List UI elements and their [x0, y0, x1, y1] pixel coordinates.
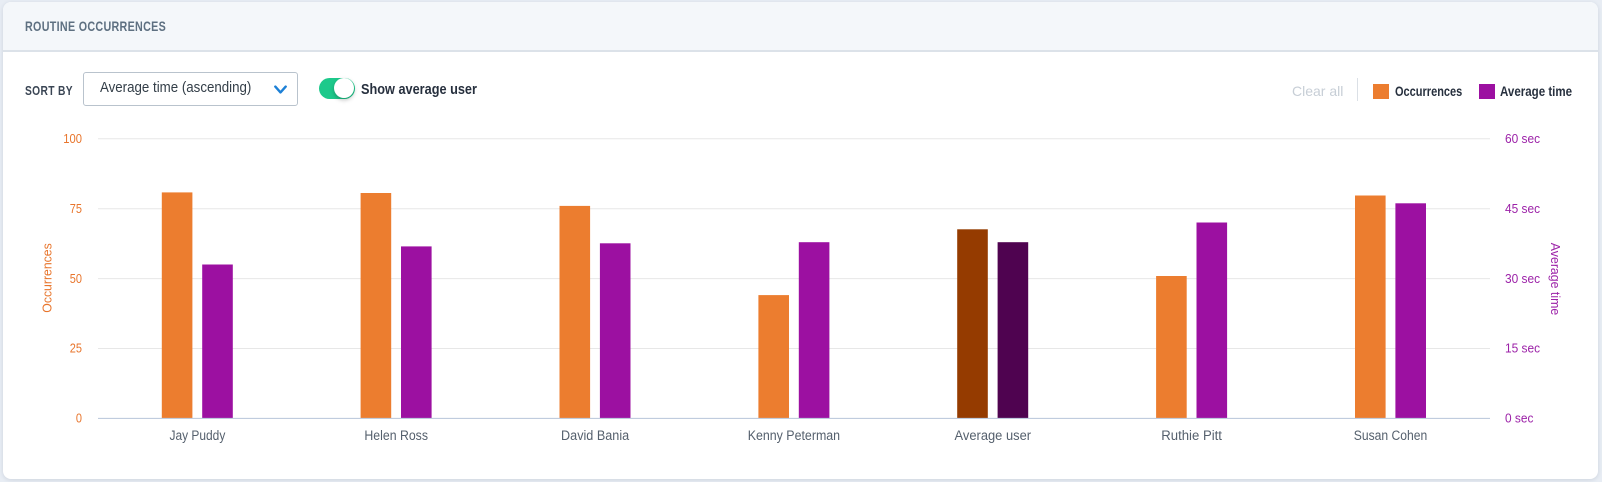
- svg-text:Jay Puddy: Jay Puddy: [170, 428, 226, 443]
- svg-text:Average time: Average time: [1548, 243, 1562, 315]
- svg-text:Ruthie Pitt: Ruthie Pitt: [1161, 428, 1222, 443]
- svg-text:Kenny Peterman: Kenny Peterman: [748, 428, 840, 443]
- svg-text:0 sec: 0 sec: [1505, 412, 1533, 426]
- svg-text:60 sec: 60 sec: [1505, 132, 1540, 146]
- svg-text:75: 75: [70, 202, 82, 216]
- svg-text:Susan Cohen: Susan Cohen: [1354, 428, 1428, 443]
- svg-text:50: 50: [70, 272, 82, 286]
- svg-text:Occurrences: Occurrences: [41, 243, 55, 312]
- svg-text:David Bania: David Bania: [561, 428, 630, 443]
- svg-text:25: 25: [70, 342, 82, 356]
- svg-text:30 sec: 30 sec: [1505, 272, 1540, 286]
- svg-text:0: 0: [76, 412, 82, 426]
- svg-text:15 sec: 15 sec: [1505, 342, 1540, 356]
- svg-text:45 sec: 45 sec: [1505, 202, 1540, 216]
- svg-text:Average user: Average user: [955, 428, 1032, 443]
- svg-text:Helen Ross: Helen Ross: [364, 428, 428, 443]
- svg-text:100: 100: [63, 132, 82, 146]
